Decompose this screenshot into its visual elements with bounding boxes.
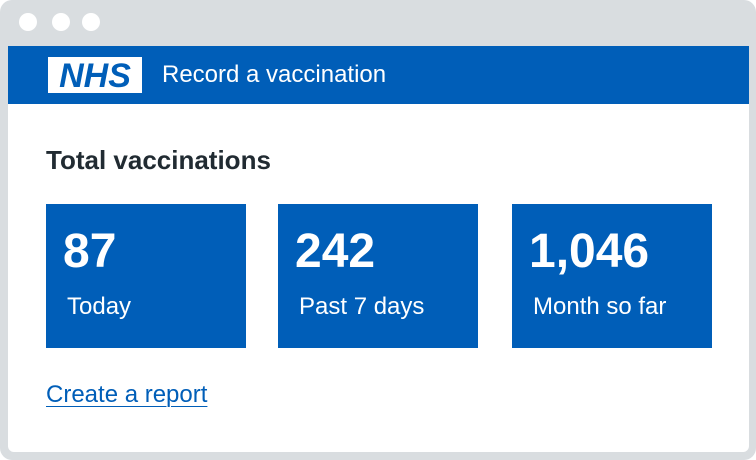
create-report-link[interactable]: Create a report — [46, 381, 208, 408]
window-dot — [82, 13, 100, 31]
nhs-header: NHS Record a vaccination — [8, 46, 749, 104]
stat-card-today: 87 Today — [46, 204, 246, 348]
stat-card-month-so-far: 1,046 Month so far — [512, 204, 712, 348]
page-content: NHS Record a vaccination Total vaccinati… — [8, 46, 749, 452]
stat-label: Month so far — [533, 293, 667, 320]
stat-label: Past 7 days — [299, 293, 425, 320]
window-dot — [52, 13, 70, 31]
window-dot — [19, 13, 37, 31]
stat-value: 1,046 — [529, 225, 650, 278]
nhs-logo[interactable]: NHS — [48, 57, 142, 93]
service-name[interactable]: Record a vaccination — [162, 61, 387, 88]
stat-card-past-7-days: 242 Past 7 days — [278, 204, 478, 348]
page-title: Total vaccinations — [46, 145, 271, 175]
nhs-logo-text: NHS — [59, 57, 131, 93]
stat-value: 242 — [295, 225, 376, 278]
stat-label: Today — [67, 293, 132, 320]
stat-value: 87 — [63, 225, 117, 278]
